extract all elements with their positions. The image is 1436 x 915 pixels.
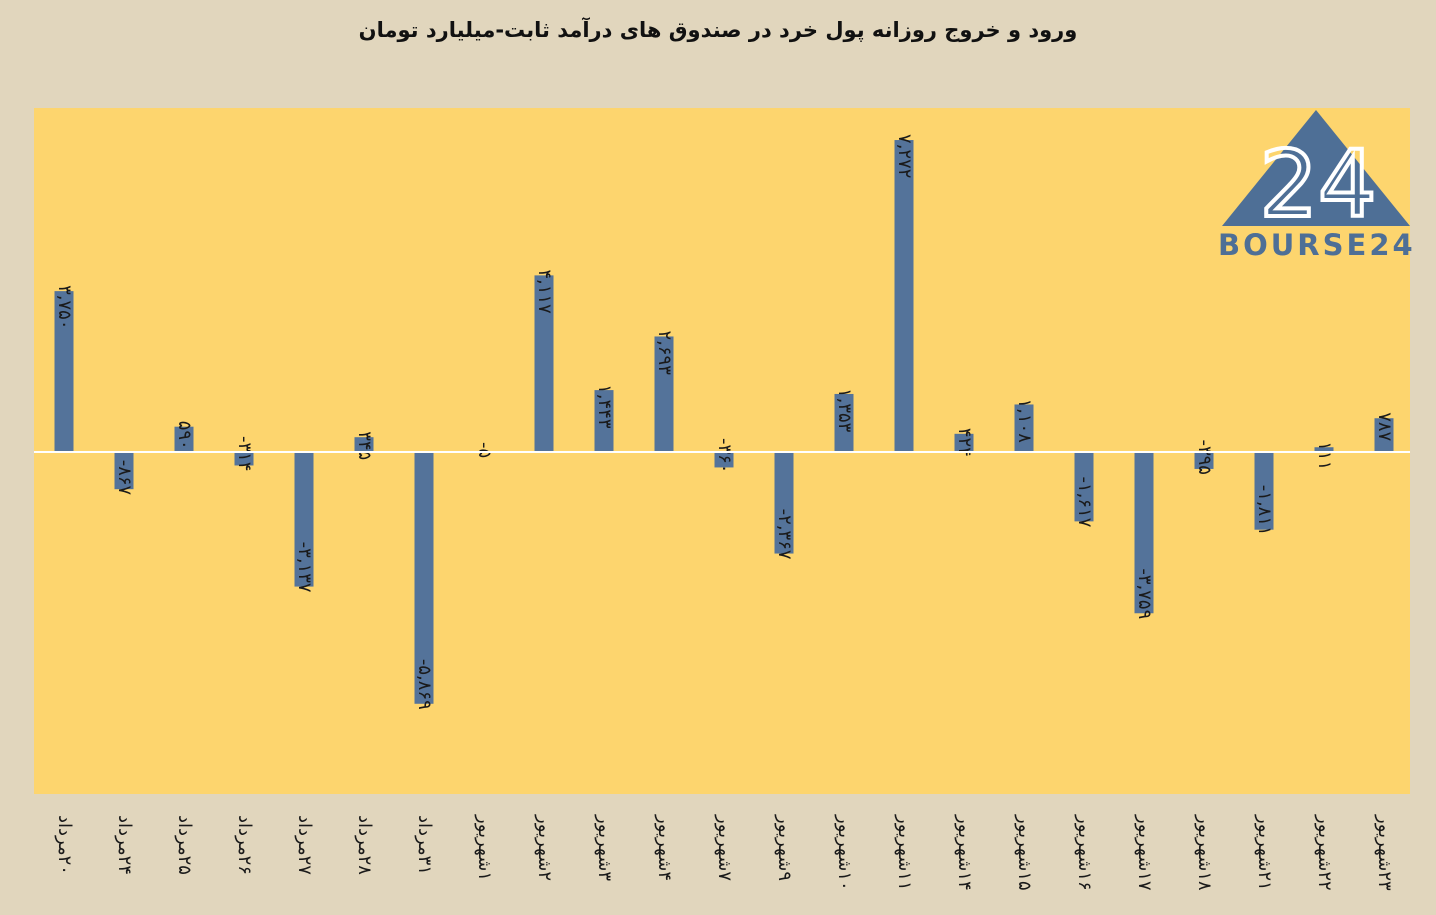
bar [594, 390, 614, 452]
bar [1074, 452, 1094, 522]
data-label: -۱,۶۱۷ [1074, 476, 1095, 527]
data-label: ۴,۱۱۷ [534, 269, 555, 314]
bar [1134, 452, 1154, 614]
x-tick-label: ۲۸مرداد [354, 815, 375, 875]
x-tick-label: ۳شهریور [594, 814, 615, 881]
data-label: -۳,۱۳۷ [294, 542, 315, 593]
x-tick-label: ۱۱شهریور [894, 814, 915, 891]
x-tick-label: ۲۳شهریور [1374, 814, 1395, 891]
data-label: ۱,۳۵۳ [834, 388, 855, 433]
data-label: ۳۴۵ [354, 431, 375, 460]
x-tick-label: ۳۱مرداد [414, 815, 435, 875]
data-label: ۵۹۰ [174, 421, 195, 450]
x-tick-label: ۹شهریور [774, 814, 795, 881]
data-label: ۱۱۱ [1314, 441, 1335, 470]
x-tick-label: ۲شهریور [534, 814, 555, 881]
bar [354, 437, 374, 452]
x-tick-label: ۲۷مرداد [294, 815, 315, 875]
logo-mark: 24 [1259, 131, 1376, 238]
bar [954, 433, 974, 452]
logo-text: BOURSE24 [1218, 228, 1416, 262]
data-label: ۷۸۷ [1374, 412, 1395, 441]
x-tick-label: ۲۲شهریور [1314, 814, 1335, 891]
bar [1194, 452, 1214, 469]
bar [1374, 418, 1394, 452]
bar [714, 452, 734, 468]
bar [1314, 447, 1334, 452]
data-label: -۵ [474, 442, 495, 458]
data-label: ۷,۲۷۲ [894, 134, 915, 178]
x-tick-label: ۲۶مرداد [234, 815, 255, 875]
bar [294, 452, 314, 587]
data-label: -۳,۷۵۹ [1134, 568, 1155, 619]
x-tick-label: ۲۵مرداد [174, 815, 195, 875]
data-label: ۱,۴۴۳ [594, 384, 615, 429]
x-tick-label: ۲۱شهریور [1254, 814, 1275, 891]
data-label: ۱,۱۰۸ [1014, 398, 1035, 443]
data-label: -۳۱۴ [234, 436, 255, 472]
x-tick-label: ۴شهریور [654, 814, 675, 881]
bar [1014, 404, 1034, 452]
x-tick-label: ۱۰شهریور [834, 814, 855, 891]
x-tick-label: ۱شهریور [474, 814, 495, 881]
data-label: -۲,۳۶۷ [774, 509, 795, 560]
data-label: -۸۶۷ [114, 460, 135, 496]
bar [234, 452, 254, 466]
bar [54, 291, 74, 452]
chart-title: ورود و خروج روزانه پول خرد در صندوق های … [358, 18, 1078, 42]
x-tick-label: ۱۶شهریور [1074, 814, 1095, 891]
x-tick-label: ۱۴شهریور [954, 814, 975, 891]
bar [774, 452, 794, 554]
data-label: ۴۲۴ [954, 428, 975, 457]
bar [174, 426, 194, 452]
data-label: ۳,۷۵۰ [54, 285, 75, 329]
bar [834, 393, 854, 452]
data-label: ۲,۶۹۳ [654, 330, 675, 375]
bar [894, 140, 914, 453]
x-tick-label: ۱۵شهریور [1014, 814, 1035, 891]
data-label: -۳۶۰ [714, 438, 735, 474]
x-tick-label: ۲۴مرداد [114, 815, 135, 875]
bar [654, 336, 674, 452]
bar [414, 452, 434, 704]
x-tick-label: ۱۸شهریور [1194, 814, 1215, 891]
x-tick-label: ۷شهریور [714, 814, 735, 881]
bar [1254, 452, 1274, 530]
data-label: -۵,۸۶۹ [414, 659, 435, 710]
bar [114, 452, 134, 490]
data-label: -۳۹۵ [1194, 439, 1215, 475]
x-tick-label: ۱۷شهریور [1134, 814, 1155, 891]
bar [534, 275, 554, 452]
data-label: -۱,۸۱۱ [1254, 485, 1275, 536]
triangle-logo-icon: 24 [1222, 110, 1410, 240]
x-tick-label: ۲۰مرداد [54, 815, 75, 875]
